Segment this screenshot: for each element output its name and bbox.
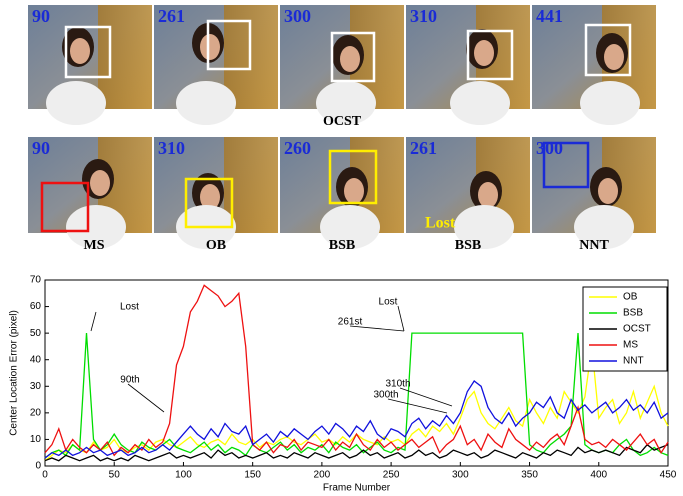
figure: 90261300310441OCST90MS310OB260BSB261BSB3… [0, 0, 683, 496]
y-tick-label: 20 [30, 407, 42, 418]
legend-label: BSB [623, 308, 643, 319]
y-tick-label: 0 [35, 461, 41, 472]
door [98, 5, 152, 109]
person-face [474, 40, 494, 66]
x-tick-label: 250 [383, 470, 400, 481]
x-tick-label: 450 [660, 470, 677, 481]
annotation: Lost [120, 302, 139, 313]
person-face [70, 38, 90, 64]
annotation: 261st [338, 317, 363, 328]
annotation: 90th [120, 375, 139, 386]
frame-number: 310 [158, 138, 185, 158]
lost-label: Lost [425, 215, 456, 232]
x-tick-label: 350 [521, 470, 538, 481]
person-face [344, 178, 364, 204]
legend-label: NNT [623, 356, 644, 367]
annotation: 300th [373, 390, 398, 401]
panel-caption: MS [84, 238, 105, 253]
person-shirt [176, 81, 236, 125]
annotation: 310th [385, 379, 410, 390]
x-tick-label: 100 [175, 470, 192, 481]
y-tick-label: 40 [30, 354, 42, 365]
person-face [598, 178, 618, 204]
panel-caption: OB [206, 238, 226, 253]
person-face [478, 182, 498, 208]
frame-number: 260 [284, 138, 311, 158]
panel-caption: BSB [329, 238, 355, 253]
y-tick-label: 70 [30, 275, 42, 286]
legend-label: OB [623, 292, 638, 303]
person-face [604, 44, 624, 70]
frame-number: 261 [410, 138, 437, 158]
y-tick-label: 60 [30, 301, 42, 312]
x-tick-label: 400 [590, 470, 607, 481]
figure-canvas: 90261300310441OCST90MS310OB260BSB261BSB3… [0, 0, 683, 496]
x-tick-label: 300 [452, 470, 469, 481]
y-tick-label: 30 [30, 381, 42, 392]
frame-number: 261 [158, 6, 185, 26]
x-tick-label: 150 [244, 470, 261, 481]
person-shirt [450, 81, 510, 125]
x-tick-label: 50 [109, 470, 121, 481]
x-tick-label: 0 [42, 470, 48, 481]
row-caption: OCST [323, 114, 362, 129]
legend-label: OCST [623, 324, 651, 335]
frame-number: 90 [32, 6, 50, 26]
person-face [200, 34, 220, 60]
y-tick-label: 50 [30, 328, 42, 339]
frame-number: 310 [410, 6, 437, 26]
frame-number: 300 [536, 138, 563, 158]
panel-caption: NNT [579, 238, 609, 253]
person-shirt [46, 81, 106, 125]
annotation: Lost [379, 297, 398, 308]
person-face [340, 46, 360, 72]
legend-label: MS [623, 340, 638, 351]
x-tick-label: 200 [314, 470, 331, 481]
panel-caption: BSB [455, 238, 481, 253]
x-axis-label: Frame Number [323, 483, 391, 494]
frame-number: 90 [32, 138, 50, 158]
y-axis-label: Center Location Error (pixel) [9, 310, 20, 436]
frame-number: 441 [536, 6, 563, 26]
person-shirt [580, 81, 640, 125]
person-face [90, 170, 110, 196]
frame-number: 300 [284, 6, 311, 26]
y-tick-label: 10 [30, 434, 42, 445]
